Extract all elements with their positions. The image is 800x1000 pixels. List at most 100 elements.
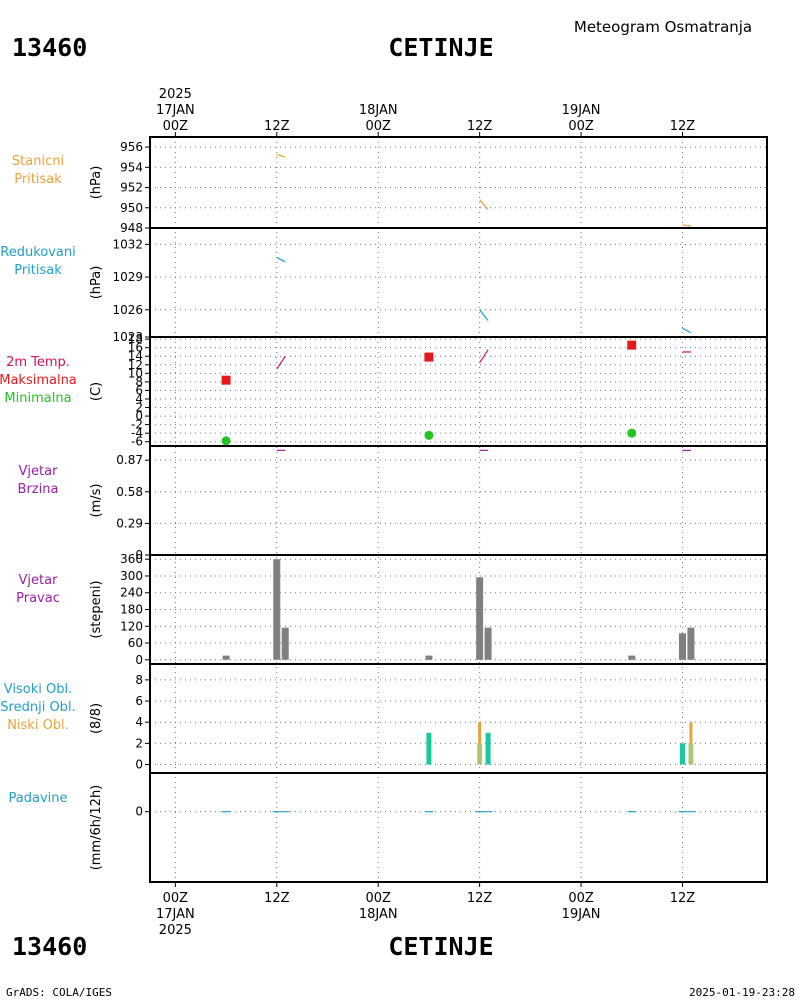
y-tick-label: -2 [131,418,143,432]
data-segment [276,256,286,263]
panel-frame [149,136,768,229]
y-tick-label: 1026 [112,303,143,317]
direction-bar [425,655,433,660]
footer-station-name: CETINJE [388,932,493,961]
data-segment [479,309,489,322]
direction-bar [222,655,230,660]
temp-segment [479,349,489,363]
panel-label: Pritisak [14,263,62,278]
y-tick-label: 360 [120,552,143,566]
y-tick-label: 0 [135,805,143,819]
temp-segment [276,355,286,370]
time-label-top: 2025 [159,87,192,102]
footer-station-id: 13460 [12,932,87,961]
panel-label: Padavine [9,791,68,806]
high-cloud-bar [426,732,432,765]
y-tick-label: 2 [135,736,143,750]
panel-frame [149,227,768,338]
y-tick-label: 8 [135,673,143,687]
y-axis-label: (8/8) [89,703,104,734]
data-segment [682,224,692,227]
min-temp-marker [627,428,637,438]
panel-frame [149,554,768,665]
y-tick-label: 14 [128,349,143,363]
panel-frame [149,772,768,883]
direction-bar [281,627,289,660]
time-label-bottom: 00Z [163,891,189,906]
panel-label: Vjetar [19,464,59,479]
time-label-top: 00Z [365,119,391,134]
y-tick-label: 1032 [112,237,143,251]
y-tick-label: 180 [120,603,143,617]
panel-label: Vjetar [19,573,59,588]
y-tick-label: 950 [120,201,143,215]
direction-bar [628,655,636,660]
y-tick-label: 0.87 [116,453,143,467]
data-segment [682,327,692,334]
y-axis-label: (m/s) [89,484,104,518]
y-tick-label: 2 [135,401,143,415]
panel-label: 2m Temp. [6,355,70,370]
y-tick-label: 0 [135,758,143,772]
high-cloud-bar [679,743,685,765]
time-label-top: 00Z [568,119,594,134]
y-tick-label: 60 [128,636,143,650]
direction-bar [273,559,281,660]
y-axis-label: (C) [89,382,104,401]
y-axis-label: (mm/6h/12h) [89,785,104,871]
time-label-top: 12Z [264,119,290,134]
panel-label: Brzina [18,482,59,497]
y-tick-label: 240 [120,586,143,600]
panel-label: Niski Obl. [7,718,69,733]
y-tick-label: 0.29 [116,516,143,530]
time-label-bottom: 12Z [670,891,696,906]
y-tick-label: 4 [135,392,143,406]
panel-label: Minimalna [4,391,71,406]
time-label-top: 17JAN [156,103,195,118]
time-label-bottom: 17JAN [156,907,195,922]
time-label-top: 00Z [163,119,189,134]
y-tick-label: -6 [131,435,143,449]
data-segment [479,199,489,211]
min-temp-marker [424,430,434,440]
footer-credit: GrADS: COLA/IGES [6,986,112,999]
time-label-bottom: 2025 [159,923,192,938]
y-axis-label: (stepeni) [89,580,104,638]
low-cloud-bar [689,722,693,765]
y-tick-label: 10 [128,366,143,380]
mid-cloud-bar [477,743,483,765]
direction-bar [484,627,492,660]
time-label-bottom: 12Z [467,891,493,906]
y-tick-label: 16 [128,341,143,355]
y-axis-label: (hPa) [89,166,104,200]
panel-label: Stanicni [12,154,64,169]
direction-bar [678,633,686,660]
time-label-bottom: 00Z [568,891,594,906]
y-tick-label: 8 [135,375,143,389]
panel-label: Srednji Obl. [0,700,75,715]
direction-bar [476,577,484,660]
time-label-top: 18JAN [359,103,398,118]
low-cloud-bar [478,722,482,765]
panel-label: Pravac [16,591,60,606]
y-tick-label: 0.58 [116,485,143,499]
time-label-bottom: 12Z [264,891,290,906]
y-tick-label: 18 [128,332,143,346]
y-axis-label: (hPa) [89,266,104,300]
y-tick-label: 948 [120,221,143,235]
station-name: CETINJE [388,33,493,62]
y-tick-label: 1023 [112,330,143,344]
max-temp-marker [221,375,231,385]
y-tick-label: 0 [135,409,143,423]
panel-frame [149,336,768,447]
panel-label: Visoki Obl. [4,682,72,697]
y-tick-label: 6 [135,383,143,397]
time-label-top: 12Z [670,119,696,134]
y-tick-label: 0 [135,548,143,562]
meteogram-subtitle: Meteogram Osmatranja [574,18,752,36]
panel-frame [149,445,768,556]
y-tick-label: 12 [128,358,143,372]
y-tick-label: 300 [120,569,143,583]
y-tick-label: 6 [135,694,143,708]
panel-label: Pritisak [14,172,62,187]
